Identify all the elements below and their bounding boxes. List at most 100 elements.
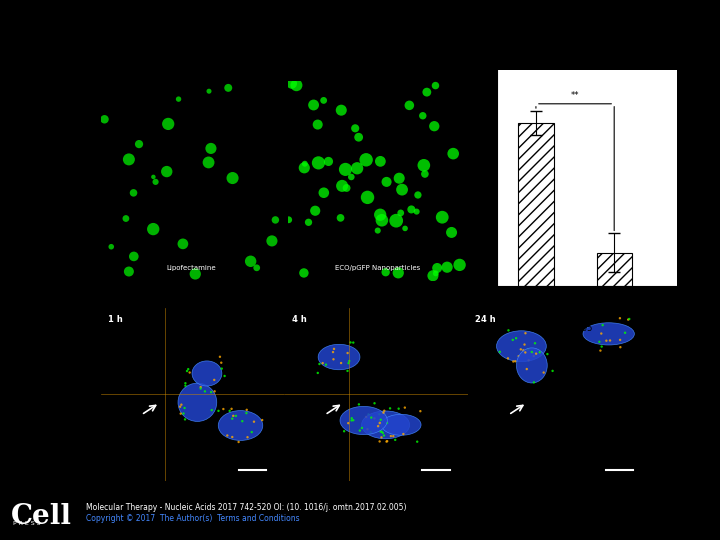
Point — [123, 155, 135, 164]
Ellipse shape — [340, 407, 387, 435]
Point — [328, 355, 339, 363]
Point — [106, 242, 117, 251]
Bar — [518, 123, 554, 286]
Point — [251, 264, 263, 272]
Point — [299, 159, 310, 168]
Point — [128, 252, 140, 261]
Text: A: A — [101, 54, 114, 72]
Text: Copyright © 2017  The Author(s)  Terms and Conditions: Copyright © 2017 The Author(s) Terms and… — [86, 514, 300, 523]
Point — [353, 133, 364, 141]
Point — [529, 339, 541, 348]
Point — [123, 267, 135, 276]
Point — [361, 425, 373, 434]
Point — [510, 357, 521, 366]
Point — [206, 406, 217, 414]
Point — [361, 413, 372, 421]
Point — [521, 364, 533, 373]
Point — [431, 264, 443, 272]
Point — [520, 348, 531, 357]
Point — [396, 185, 408, 194]
Point — [346, 414, 358, 422]
Point — [302, 218, 314, 227]
Point — [348, 338, 359, 347]
Point — [446, 228, 457, 237]
Point — [353, 400, 364, 409]
Point — [318, 188, 330, 197]
Point — [622, 315, 634, 324]
Point — [323, 157, 334, 166]
Point — [349, 124, 361, 133]
Point — [531, 349, 542, 358]
Point — [361, 156, 372, 164]
Point — [378, 431, 390, 440]
Text: 1 h: 1 h — [108, 315, 123, 323]
Point — [412, 191, 423, 199]
Point — [596, 342, 608, 351]
Point — [346, 416, 357, 425]
Point — [242, 433, 253, 442]
Point — [382, 437, 393, 445]
Point — [404, 101, 415, 110]
Point — [283, 215, 294, 224]
Point — [174, 402, 186, 411]
Point — [222, 84, 234, 92]
Point — [341, 184, 352, 192]
Point — [217, 404, 229, 413]
Point — [372, 422, 384, 430]
Point — [528, 378, 540, 387]
Point — [336, 359, 347, 367]
Point — [342, 367, 354, 375]
Point — [417, 111, 428, 120]
Point — [374, 211, 386, 219]
Text: B: B — [486, 54, 499, 72]
Text: ECO/pGFP Nanoparticles: ECO/pGFP Nanoparticles — [336, 265, 420, 271]
Point — [150, 178, 161, 186]
Point — [415, 407, 426, 415]
Point — [351, 164, 363, 173]
Point — [312, 369, 323, 377]
Point — [181, 367, 193, 375]
Point — [120, 214, 132, 223]
Point — [397, 430, 409, 438]
Point — [494, 348, 505, 356]
Point — [148, 225, 159, 233]
Point — [369, 414, 380, 423]
Y-axis label: GFP Expression (% of cells): GFP Expression (% of cells) — [469, 131, 475, 226]
Point — [99, 115, 110, 124]
Point — [507, 335, 518, 344]
Ellipse shape — [218, 410, 263, 441]
Point — [378, 408, 390, 417]
Point — [256, 416, 268, 424]
Point — [230, 411, 242, 420]
Point — [343, 356, 355, 365]
Point — [385, 432, 397, 441]
Point — [241, 406, 253, 414]
Point — [393, 404, 405, 413]
Point — [356, 424, 368, 433]
Point — [515, 345, 526, 354]
Point — [205, 144, 217, 153]
Point — [348, 416, 359, 424]
Point — [624, 315, 635, 323]
Point — [320, 360, 332, 369]
Point — [405, 205, 417, 214]
Point — [226, 404, 238, 413]
Point — [340, 165, 351, 174]
Point — [328, 345, 340, 353]
Point — [428, 122, 440, 131]
Point — [215, 359, 227, 367]
Point — [298, 268, 310, 277]
Point — [179, 403, 190, 412]
Point — [441, 263, 453, 272]
Ellipse shape — [497, 331, 546, 362]
Point — [399, 403, 410, 412]
Point — [203, 158, 215, 167]
Point — [411, 437, 423, 446]
Point — [342, 349, 354, 357]
Point — [513, 352, 524, 361]
Point — [614, 335, 626, 344]
Point — [392, 268, 404, 277]
Point — [395, 208, 407, 217]
Point — [245, 257, 256, 266]
Point — [390, 436, 401, 444]
